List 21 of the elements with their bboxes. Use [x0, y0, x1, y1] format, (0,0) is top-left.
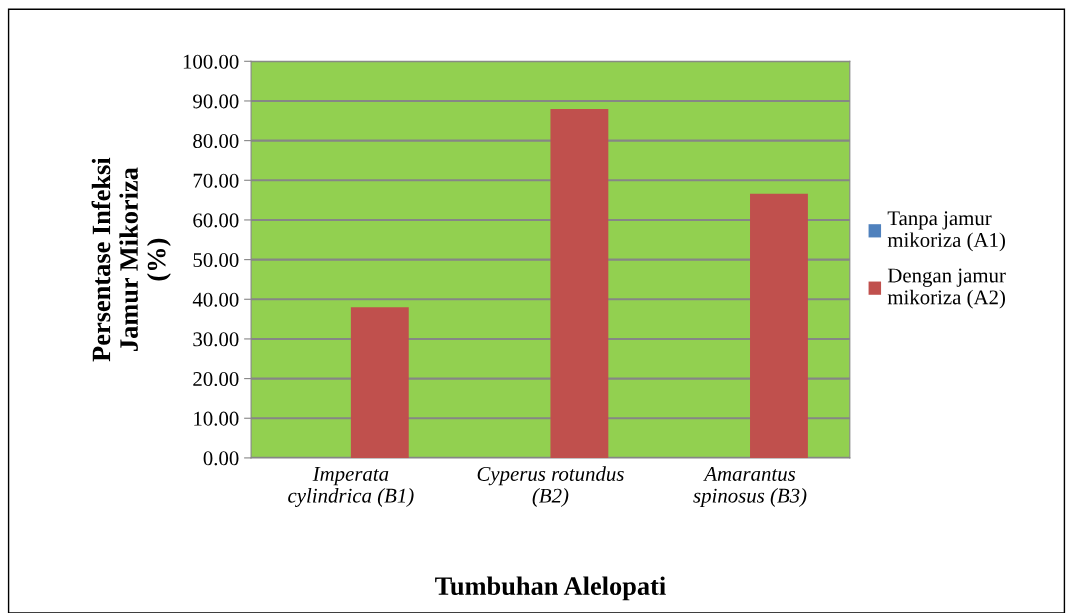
y-tick-label: 40.00 [192, 292, 239, 307]
y-axis-title: Persentase Infeksi Jamur Mikoriza (%) [91, 157, 171, 362]
x-axis-title: Tumbuhan Alelopati [435, 576, 666, 601]
bar [750, 193, 808, 458]
y-tick-label: 20.00 [193, 371, 239, 387]
legend-label: Tanpa jamur mikoriza (A1) [887, 211, 1005, 252]
legend-label: Dengan jamur mikoriza (A2) [887, 268, 1006, 309]
y-tick-label: 0.00 [203, 451, 239, 466]
x-tick-label: Imperata cylindrica (B1) [288, 467, 414, 507]
y-tick-label: 50.00 [193, 252, 239, 268]
y-tick-label: 60.00 [193, 213, 239, 228]
x-tick-label: Amarantus spinosus (B3) [693, 466, 807, 507]
y-tick-label: 80.00 [193, 134, 239, 149]
x-tick-label: Cyperus rotundus (B2) [477, 466, 624, 507]
y-tick-label: 100.00 [183, 54, 239, 69]
y-tick-label: 70.00 [193, 173, 239, 188]
y-tick-label: 90.00 [193, 94, 239, 109]
bar [550, 108, 609, 458]
y-tick-label: 30.00 [193, 332, 239, 347]
bar [350, 307, 409, 458]
y-tick-label: 10.00 [194, 411, 239, 426]
